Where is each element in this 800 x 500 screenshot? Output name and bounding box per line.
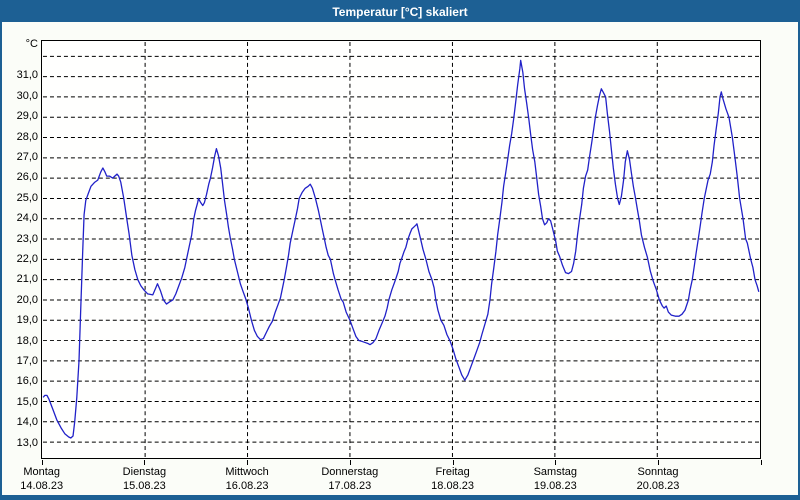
y-tick-label: 25,0	[16, 191, 38, 204]
x-day-date-label: 15.08.23	[122, 480, 166, 492]
x-tick-mark	[41, 460, 43, 465]
x-day-name-label: Mittwoch	[225, 466, 269, 478]
y-tick-label: 31,0	[16, 69, 38, 82]
y-tick-label: 24,0	[16, 212, 38, 225]
x-tick-mark	[452, 460, 454, 465]
y-tick-label: 16,0	[16, 375, 38, 388]
x-day-name-label: Dienstag	[122, 466, 167, 478]
y-tick-label: 18,0	[16, 334, 38, 347]
x-day-date-label: 18.08.23	[431, 480, 475, 492]
window-title: Temperatur [°C] skaliert	[332, 5, 468, 19]
y-tick-label: 15,0	[16, 395, 38, 408]
x-day-date-label: 19.08.23	[533, 480, 577, 492]
y-tick-label: 29,0	[16, 110, 38, 123]
x-tick-mark	[247, 460, 249, 465]
x-tick-mark	[658, 460, 659, 465]
plot-area[interactable]	[41, 40, 761, 459]
x-day-name-label: Samstag	[533, 466, 578, 478]
x-day-date-label: 20.08.23	[636, 480, 680, 492]
y-tick-label: 21,0	[16, 273, 38, 286]
x-day-name-label: Freitag	[435, 466, 470, 478]
y-tick-label: 22,0	[16, 252, 38, 265]
y-tick-label: 23,0	[16, 232, 38, 245]
title-bar: Temperatur [°C] skaliert	[2, 2, 798, 22]
x-day-name-label: Donnerstag	[321, 466, 379, 478]
y-tick-label: 30,0	[16, 89, 38, 102]
x-tick-mark	[555, 460, 557, 465]
y-tick-label: 17,0	[16, 354, 38, 367]
y-tick-label: 19,0	[16, 314, 38, 327]
x-tick-mark	[349, 460, 351, 465]
x-tick-mark	[760, 460, 762, 465]
y-tick-label: 14,0	[16, 416, 38, 429]
x-day-date-label: 14.08.23	[20, 480, 64, 492]
x-day-name-label: Sonntag	[637, 466, 679, 478]
x-day-date-label: 17.08.23	[328, 480, 372, 492]
x-day-date-label: 16.08.23	[225, 480, 269, 492]
y-tick-label: 13,0	[16, 436, 38, 449]
x-tick-mark	[144, 460, 146, 465]
temperature-line	[42, 59, 760, 439]
y-axis-unit-label: °C	[25, 38, 38, 50]
y-tick-label: 26,0	[16, 171, 38, 184]
x-day-name-label: Montag	[23, 466, 61, 478]
y-tick-label: 28,0	[16, 130, 38, 143]
plot-svg[interactable]	[42, 41, 760, 458]
y-tick-label: 20,0	[16, 293, 38, 306]
y-tick-label: 27,0	[16, 150, 38, 163]
